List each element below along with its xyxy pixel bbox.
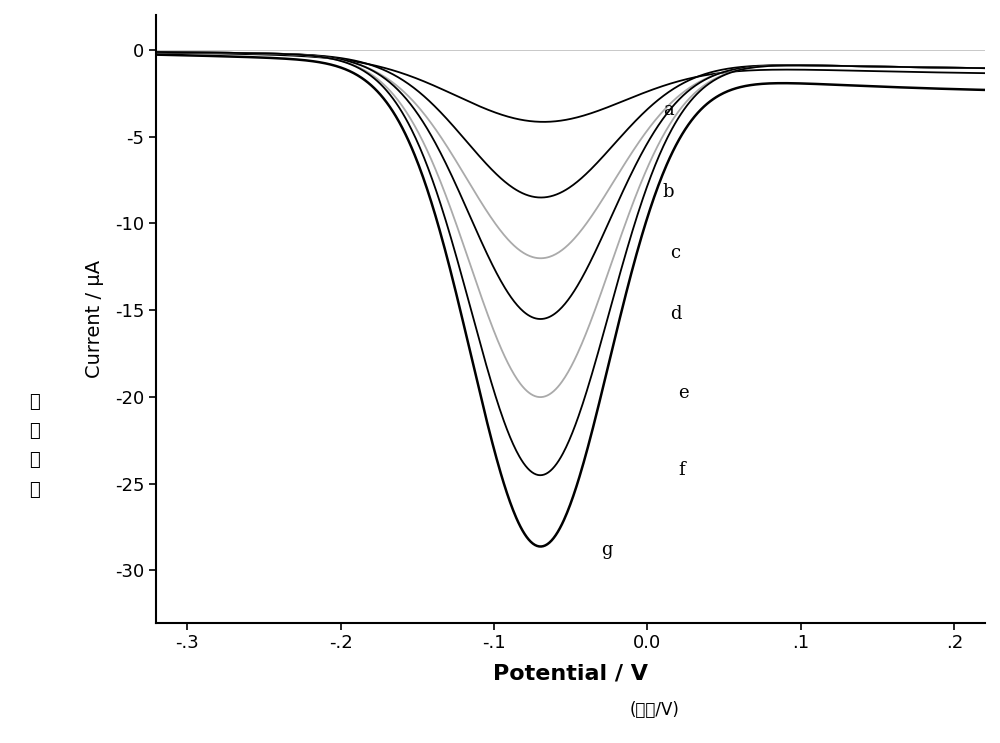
X-axis label: Potential / V: Potential / V [493, 663, 648, 684]
Text: d: d [670, 305, 682, 322]
Y-axis label: Current / μA: Current / μA [85, 260, 104, 377]
Text: e: e [678, 384, 689, 403]
Text: a: a [663, 102, 674, 120]
Text: c: c [670, 244, 681, 262]
Text: f: f [678, 461, 685, 478]
Text: b: b [663, 183, 674, 201]
Text: (电势/V): (电势/V) [630, 701, 680, 718]
Text: g: g [601, 541, 613, 559]
Text: 电
流
强
度: 电 流 强 度 [30, 393, 40, 499]
